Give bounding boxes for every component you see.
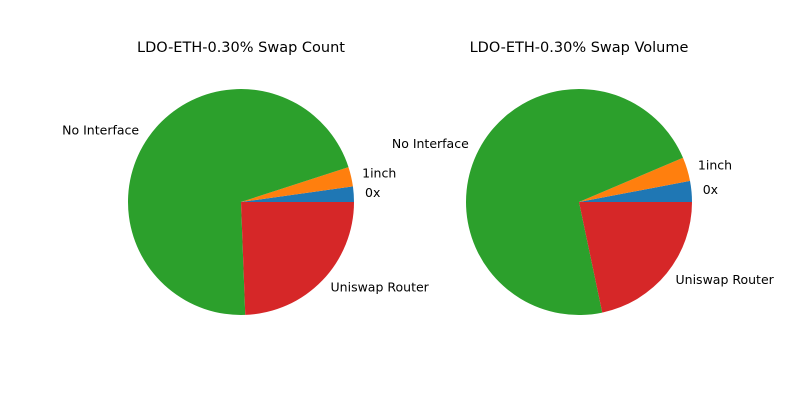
pie-slice-1inch [241, 167, 353, 202]
pie-slices [128, 89, 354, 315]
pie-slice-no-interface [128, 89, 349, 315]
pie-label-1inch: 1inch [698, 157, 732, 172]
pie-slice-0x [241, 186, 354, 202]
chart-title: LDO-ETH-0.30% Swap Volume [470, 40, 689, 56]
pie-label-uniswap-router: Uniswap Router [331, 280, 430, 295]
pie-slice-1inch [579, 157, 690, 202]
pie-slice-0x [579, 180, 692, 202]
pie-label-1inch: 1inch [362, 166, 396, 181]
pie-chart-swap-volume: LDO-ETH-0.30% Swap Volume 0x 1inch No Inte… [392, 40, 775, 316]
chart-title: LDO-ETH-0.30% Swap Count [137, 40, 345, 56]
pie-slices [466, 89, 692, 316]
pie-labels: 0x 1inch No Interface Uniswap Router [62, 122, 430, 294]
pie-label-0x: 0x [703, 182, 718, 197]
pie-chart-swap-count: LDO-ETH-0.30% Swap Count 0x 1inch No Inter… [62, 40, 430, 315]
pie-label-no-interface: No Interface [62, 122, 139, 137]
pie-slice-uniswap-router [579, 202, 692, 313]
pie-slice-no-interface [466, 89, 683, 316]
pie-labels: 0x 1inch No Interface Uniswap Router [392, 136, 775, 287]
pie-label-no-interface: No Interface [392, 136, 469, 151]
pie-label-uniswap-router: Uniswap Router [676, 272, 775, 287]
pie-slice-uniswap-router [241, 202, 354, 315]
pie-label-0x: 0x [365, 185, 380, 200]
